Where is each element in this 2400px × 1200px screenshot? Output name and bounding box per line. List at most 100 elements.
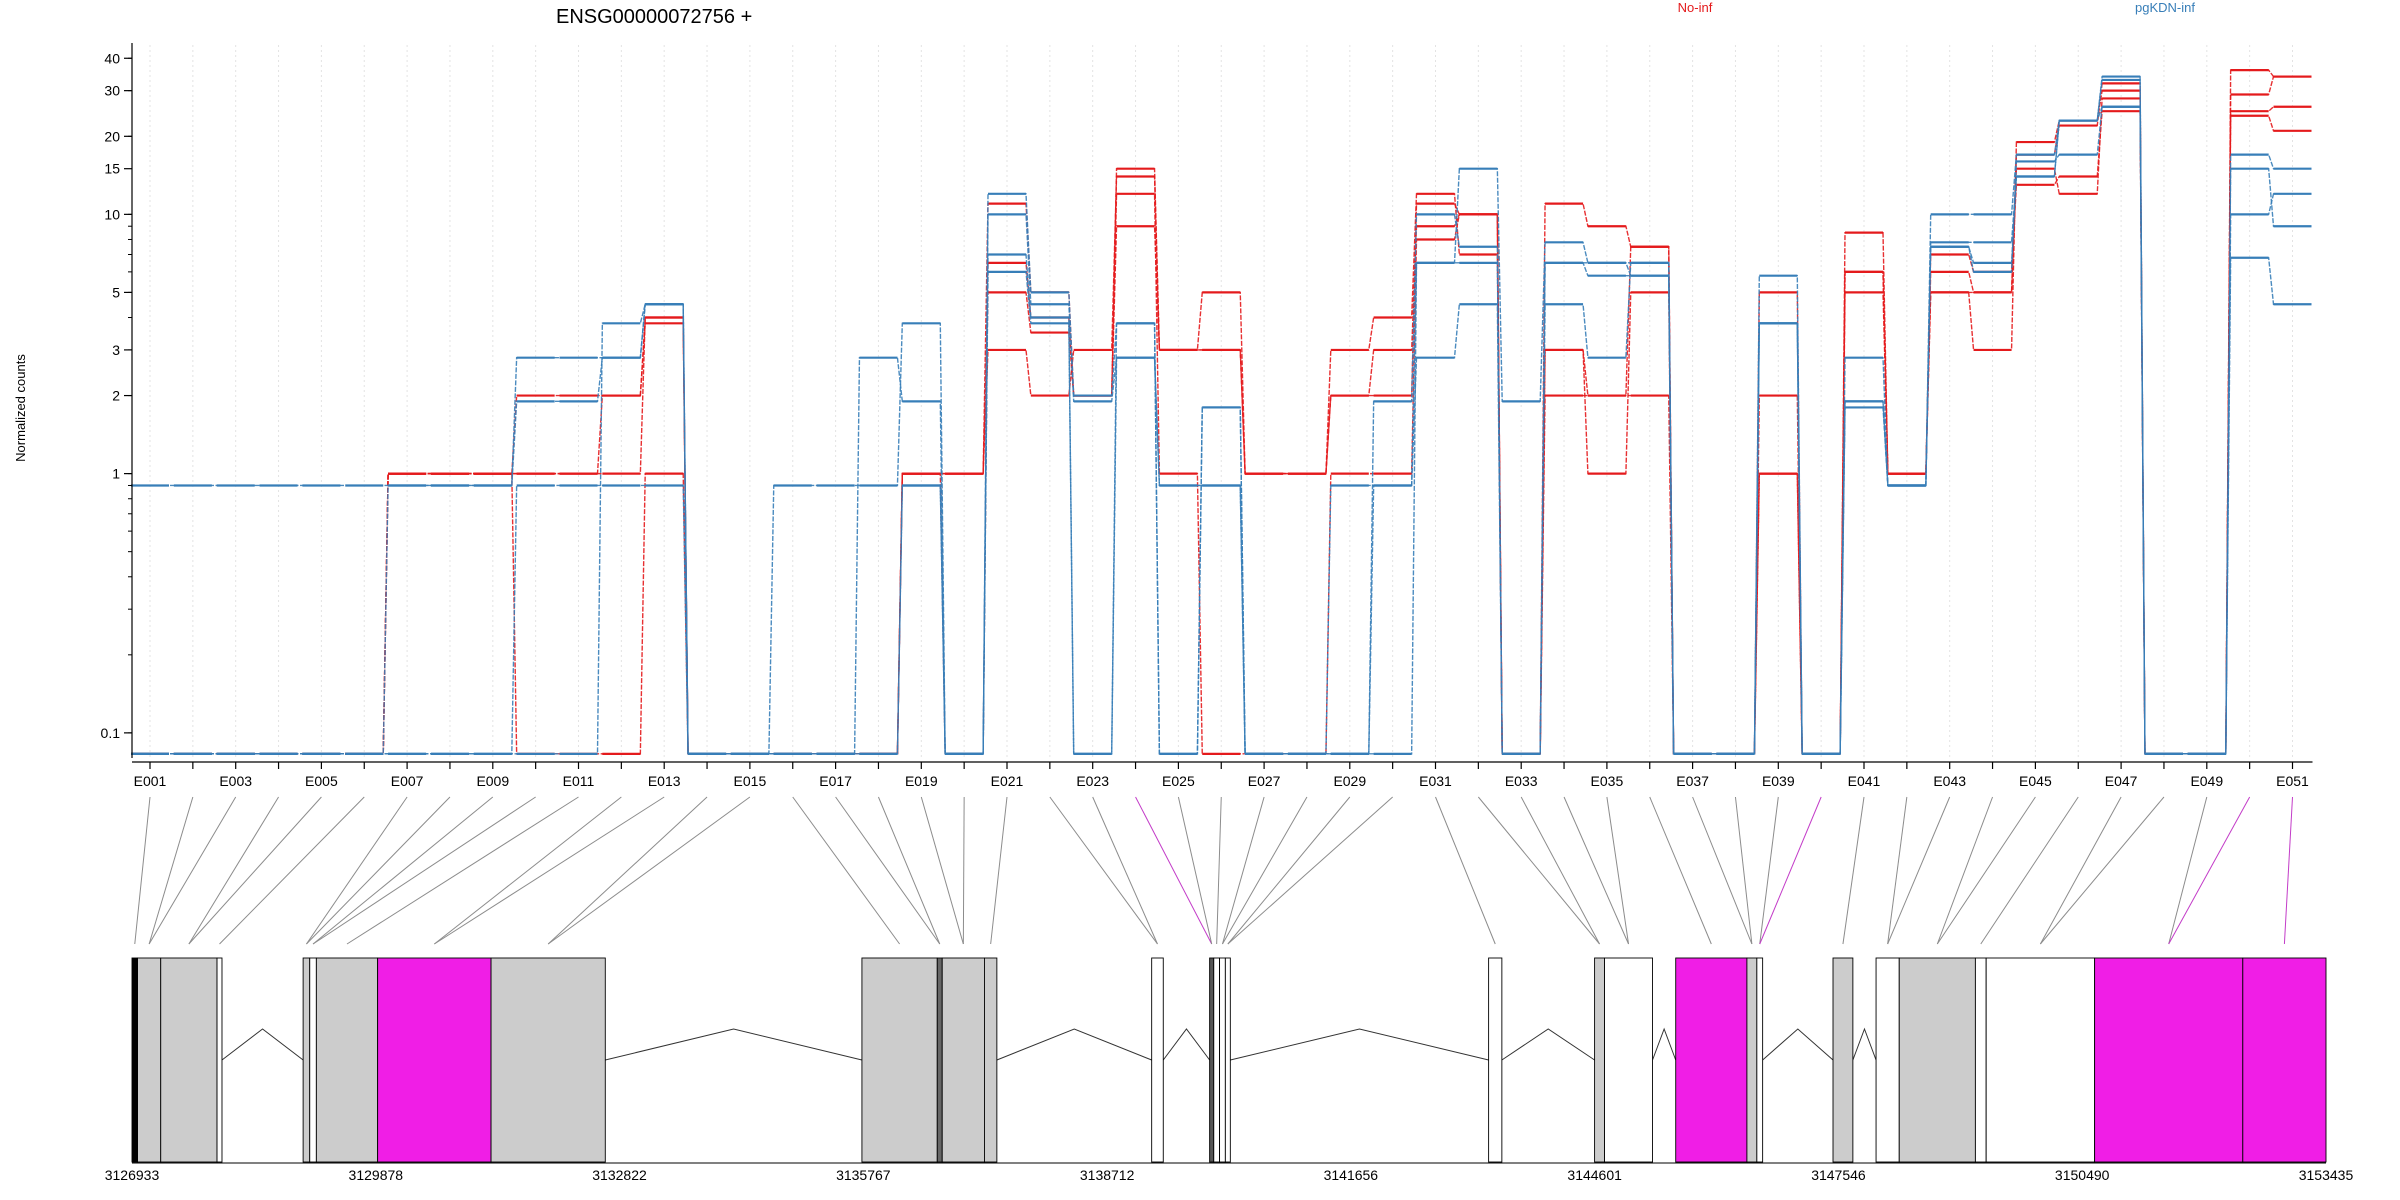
- exon-block-5: [302, 957, 311, 1163]
- exon-block-9: [490, 957, 606, 1163]
- intron: [1230, 1028, 1489, 1061]
- map-line-e012: [434, 796, 622, 945]
- x-tick-label-e005: E005: [305, 773, 338, 789]
- map-line-e023: [1092, 796, 1158, 945]
- map-line-e001: [134, 796, 151, 945]
- exon-block-25: [1832, 957, 1854, 1163]
- y-axis-label: Normalized counts: [13, 354, 28, 462]
- x-tick-label-e009: E009: [476, 773, 509, 789]
- exon-block-28: [1974, 957, 1987, 1163]
- map-line-e045: [1936, 796, 2036, 945]
- x-tick-label-e001: E001: [134, 773, 167, 789]
- map-line-e037: [1692, 796, 1753, 945]
- map-line-e028: [1222, 796, 1308, 945]
- x-tick-label-e019: E019: [905, 773, 938, 789]
- intron: [1762, 1028, 1834, 1061]
- intron: [1501, 1028, 1595, 1061]
- map-line-e011: [346, 796, 579, 945]
- genomic-tick-label: 3153435: [2299, 1167, 2354, 1183]
- x-tick-label-e003: E003: [219, 773, 252, 789]
- map-line-e024: [1135, 796, 1213, 945]
- map-line-e040: [1759, 796, 1822, 945]
- genomic-tick-label: 3126933: [105, 1167, 160, 1183]
- x-tick-label-e035: E035: [1591, 773, 1624, 789]
- exon-block-22: [1675, 957, 1748, 1163]
- exon-block-11: [936, 957, 943, 1163]
- legend-no-inf: No-inf: [1678, 0, 1713, 15]
- exon-block-20: [1594, 957, 1605, 1163]
- intron: [1162, 1028, 1211, 1061]
- map-line-e030: [1227, 796, 1393, 945]
- exon-block-30: [2094, 957, 2244, 1163]
- map-line-e050: [2168, 796, 2251, 945]
- exon-block-27: [1898, 957, 1976, 1163]
- y-tick-label: 40: [104, 50, 120, 66]
- map-line-e032: [1477, 796, 1600, 945]
- exon-block-7: [315, 957, 379, 1163]
- x-tick-label-e027: E027: [1248, 773, 1281, 789]
- gene-model: [131, 957, 2327, 1163]
- exon-block-15: [1209, 957, 1215, 1163]
- map-line-e031: [1435, 796, 1496, 945]
- genomic-tick-label: 3138712: [1080, 1167, 1135, 1183]
- x-tick-label-e017: E017: [819, 773, 852, 789]
- exon-block-26: [1875, 957, 1900, 1163]
- genomic-tick-label: 3129878: [349, 1167, 404, 1183]
- exon-block-24: [1756, 957, 1764, 1163]
- map-line-e039: [1759, 796, 1779, 945]
- exon-block-16: [1213, 957, 1221, 1163]
- intron: [1852, 1027, 1877, 1061]
- exon-block-1: [131, 957, 138, 1163]
- map-line-e038: [1734, 796, 1753, 945]
- intron: [996, 1028, 1152, 1061]
- intron: [1652, 1027, 1677, 1061]
- exon-block-17: [1219, 957, 1226, 1163]
- exon-block-6: [309, 957, 317, 1163]
- map-line-e034: [1563, 796, 1629, 945]
- genomic-tick-label: 3147546: [1811, 1167, 1866, 1183]
- exon-block-19: [1488, 957, 1503, 1163]
- map-line-e035: [1606, 796, 1630, 945]
- map-line-e016: [792, 796, 900, 945]
- exon-block-13: [983, 957, 998, 1163]
- map-line-e049: [2168, 796, 2208, 945]
- exon-block-14: [1151, 957, 1164, 1163]
- intron: [605, 1028, 863, 1061]
- genomic-tick-label: 3144601: [1567, 1167, 1622, 1183]
- map-line-e008: [306, 796, 451, 945]
- x-tick-label-e021: E021: [991, 773, 1024, 789]
- map-line-e029: [1227, 796, 1351, 945]
- x-tick-label-e025: E025: [1162, 773, 1195, 789]
- exon-block-8: [377, 957, 492, 1163]
- exon-block-3: [160, 957, 218, 1163]
- exon-block-2: [137, 957, 162, 1163]
- map-line-e042: [1887, 796, 1908, 945]
- x-tick-label-e015: E015: [734, 773, 767, 789]
- map-line-e003: [148, 796, 237, 945]
- x-tick-label-e031: E031: [1419, 773, 1452, 789]
- map-line-e046: [1980, 796, 2079, 945]
- x-tick-label-e047: E047: [2105, 773, 2138, 789]
- x-tick-label-e049: E049: [2190, 773, 2223, 789]
- map-line-e005: [188, 796, 322, 945]
- map-line-e021: [990, 796, 1008, 945]
- genomic-tick-label: 3141656: [1324, 1167, 1379, 1183]
- x-tick-label-e013: E013: [648, 773, 681, 789]
- map-line-e048: [2040, 796, 2165, 945]
- exon-block-4: [216, 957, 223, 1163]
- intron: [221, 1028, 304, 1061]
- y-tick-label: 5: [112, 284, 120, 300]
- map-line-e041: [1842, 796, 1865, 945]
- map-line-e027: [1221, 796, 1265, 945]
- map-line-e043: [1887, 796, 1951, 945]
- y-tick-label: 15: [104, 161, 120, 177]
- x-tick-label-e041: E041: [1848, 773, 1881, 789]
- x-tick-label-e023: E023: [1076, 773, 1109, 789]
- exon-block-31: [2242, 957, 2327, 1163]
- map-line-e025: [1177, 796, 1213, 945]
- map-line-e051: [2283, 796, 2293, 945]
- plot-series: [131, 69, 2312, 755]
- plot-axes: 0.1 1 2 3 5 10 15 20 30 40 E001 E003 E005 E007 E009 E01…: [101, 43, 2313, 789]
- exon-block-12: [941, 957, 985, 1163]
- x-tick-label-e037: E037: [1676, 773, 1709, 789]
